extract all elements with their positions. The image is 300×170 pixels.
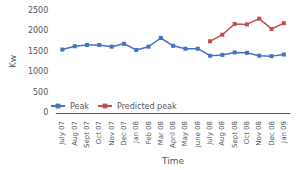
svg-text:May 08: May 08 xyxy=(181,121,189,147)
svg-text:Sept 08: Sept 08 xyxy=(231,121,239,148)
svg-text:Peak: Peak xyxy=(70,102,89,111)
svg-text:1000: 1000 xyxy=(28,67,48,76)
svg-text:Predicted peak: Predicted peak xyxy=(117,102,177,111)
svg-text:Aug 08: Aug 08 xyxy=(218,121,226,146)
svg-text:Jan 09: Jan 09 xyxy=(280,121,288,144)
svg-text:Dec 08: Dec 08 xyxy=(268,121,276,146)
svg-text:0: 0 xyxy=(43,108,48,117)
svg-text:Nov 08: Nov 08 xyxy=(255,121,263,146)
svg-text:Kw: Kw xyxy=(8,55,18,68)
svg-text:Mar 08: Mar 08 xyxy=(157,121,165,145)
svg-text:Nov 07: Nov 07 xyxy=(108,121,116,146)
svg-text:Aug 07: Aug 07 xyxy=(71,121,79,146)
svg-text:Sept 07: Sept 07 xyxy=(83,121,91,148)
svg-text:1500: 1500 xyxy=(28,47,48,56)
svg-text:Feb 08: Feb 08 xyxy=(145,121,153,145)
svg-text:2500: 2500 xyxy=(28,6,48,15)
svg-text:Time: Time xyxy=(161,156,184,166)
svg-text:Jan 08: Jan 08 xyxy=(132,121,140,144)
svg-text:500: 500 xyxy=(33,88,48,97)
svg-text:June 08: June 08 xyxy=(194,121,202,148)
svg-text:Oct 08: Oct 08 xyxy=(243,121,251,144)
svg-text:April 08: April 08 xyxy=(169,121,177,148)
svg-text:Dec 07: Dec 07 xyxy=(120,121,128,146)
svg-text:July 08: July 08 xyxy=(206,121,214,146)
svg-text:July 07: July 07 xyxy=(58,121,66,146)
svg-text:Oct 07: Oct 07 xyxy=(95,121,103,144)
svg-text:2000: 2000 xyxy=(28,26,48,35)
